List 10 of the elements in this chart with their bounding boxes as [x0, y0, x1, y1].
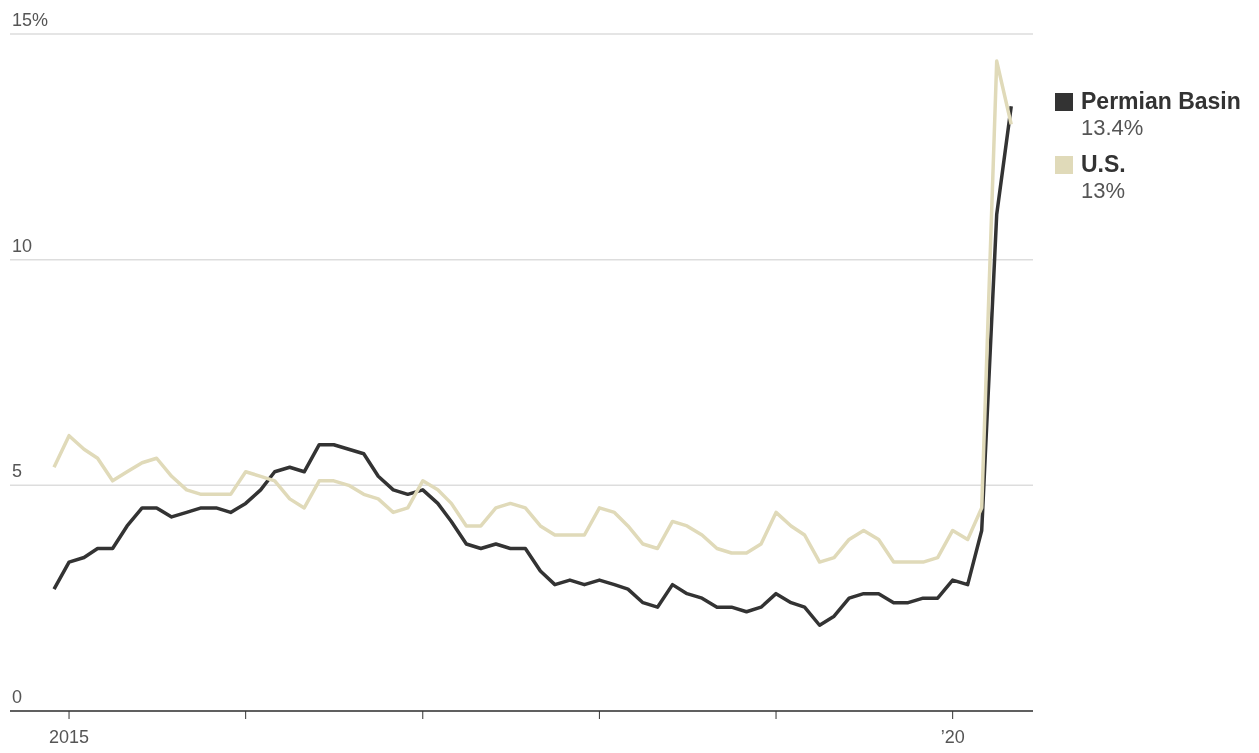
y-tick-label: 5 — [12, 461, 23, 482]
x-tick-label: 2015 — [49, 727, 90, 747]
y-tick-label: 10 — [12, 235, 33, 256]
text: 13.4% — [1081, 115, 1145, 141]
x-tick-label: ’20 — [940, 727, 965, 747]
y-tick-label: 0 — [12, 687, 23, 707]
legend-label: Permian Basin — [1080, 88, 1241, 115]
text: 13% — [1081, 178, 1127, 204]
legend-label: U.S. — [1080, 151, 1127, 178]
y-tick-label: 15% — [12, 10, 49, 30]
